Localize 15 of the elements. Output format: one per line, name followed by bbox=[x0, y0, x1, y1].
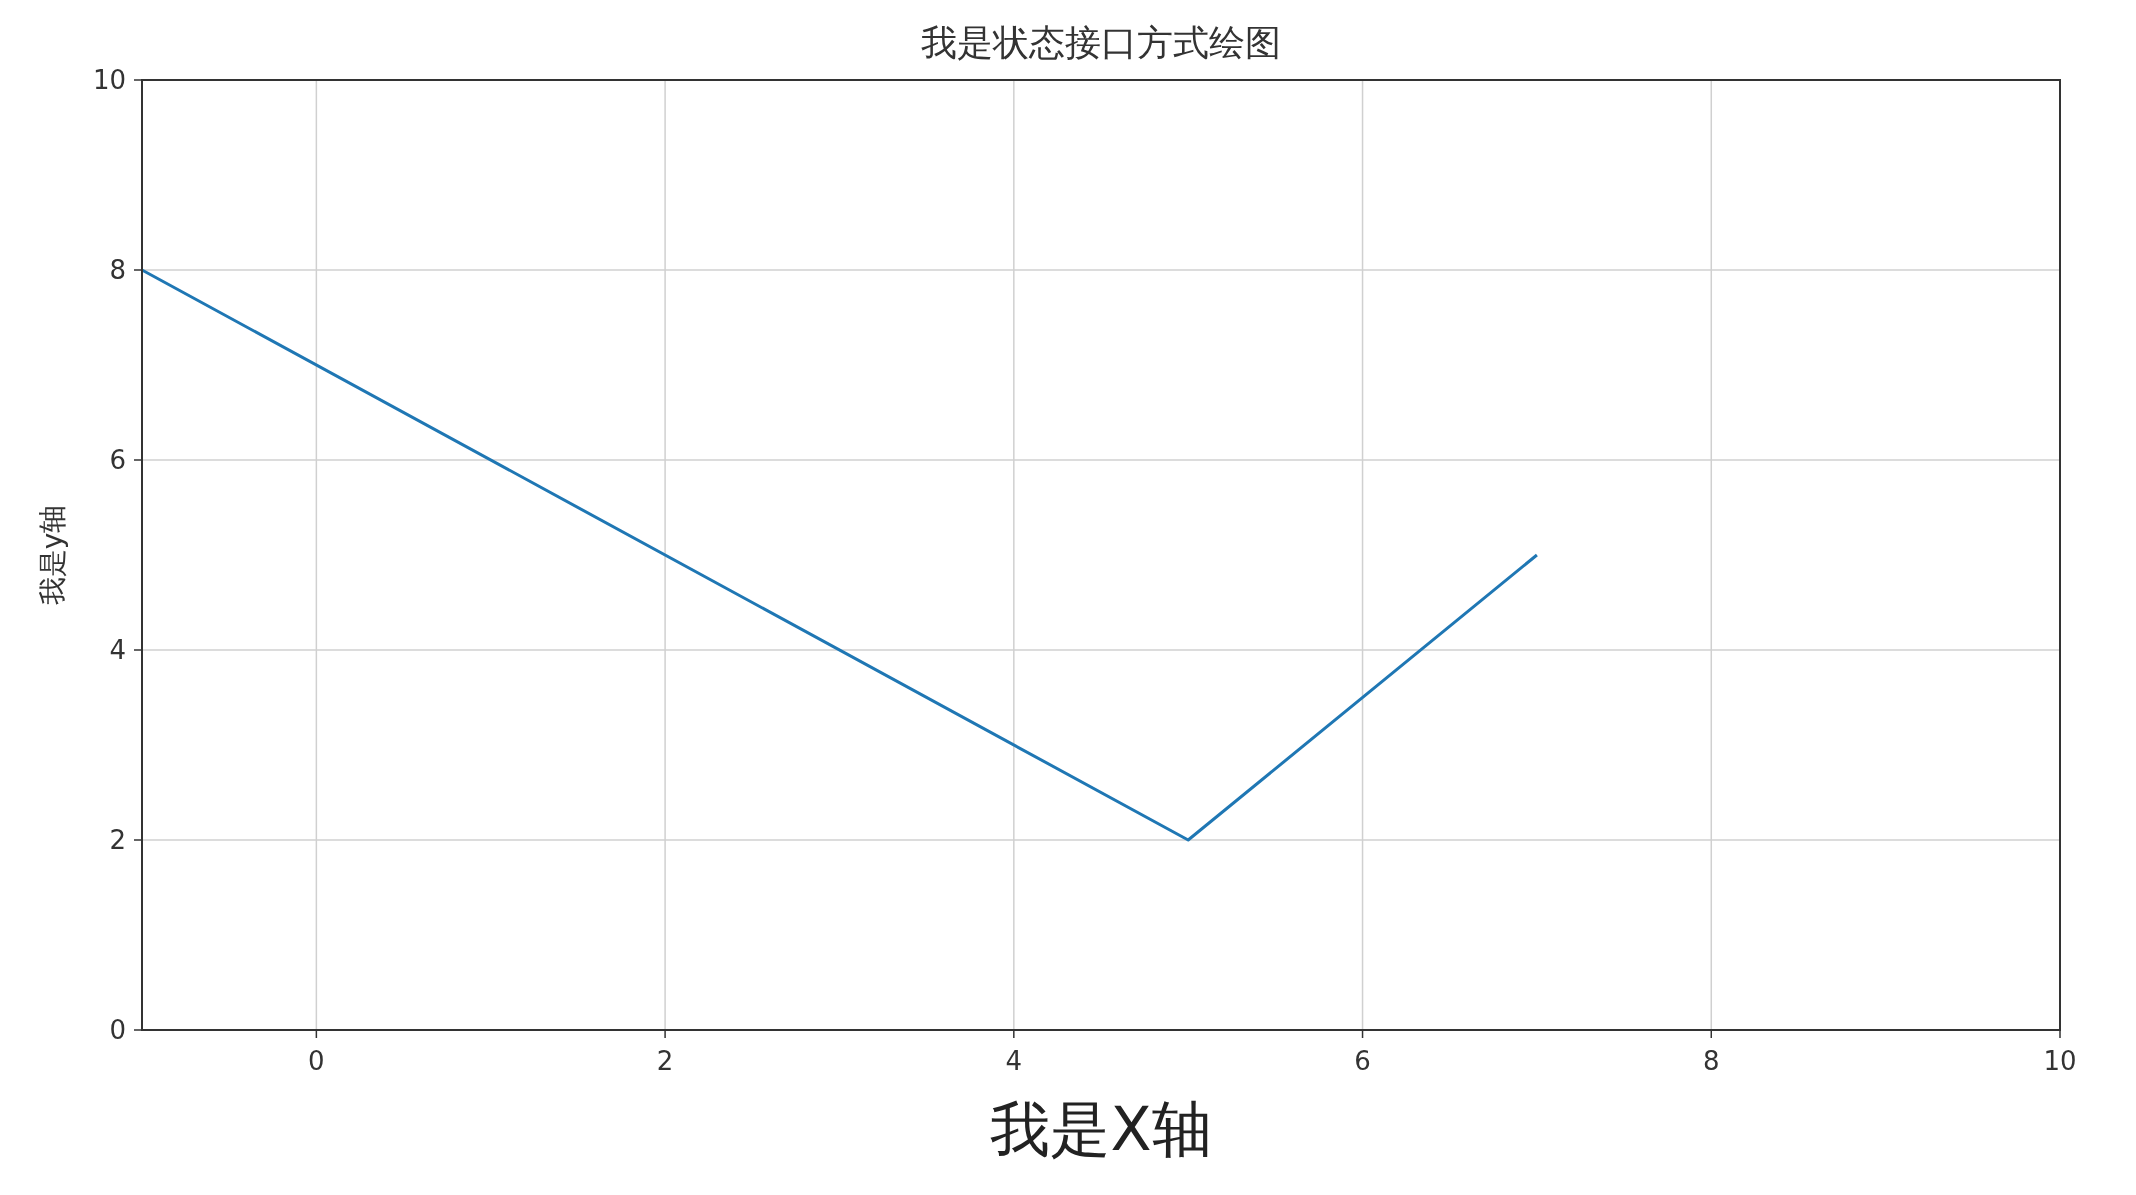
y-tick-label: 6 bbox=[109, 445, 126, 475]
x-tick-label: 8 bbox=[1703, 1046, 1720, 1076]
x-tick-label: 0 bbox=[308, 1046, 325, 1076]
x-tick-label: 4 bbox=[1005, 1046, 1023, 1076]
y-tick-label: 2 bbox=[109, 825, 126, 855]
x-axis-title: 我是X轴 bbox=[990, 1094, 1212, 1164]
x-tick-label: 6 bbox=[1354, 1046, 1371, 1076]
y-tick-label: 4 bbox=[109, 635, 126, 665]
y-tick-label: 0 bbox=[109, 1015, 126, 1045]
y-tick-label: 8 bbox=[109, 255, 126, 285]
x-tick-label: 2 bbox=[656, 1046, 674, 1076]
x-tick-label: 10 bbox=[2043, 1046, 2077, 1076]
y-tick-label: 10 bbox=[92, 65, 126, 95]
y-axis-title: 我是y轴 bbox=[36, 504, 69, 606]
chart-title: 我是状态接口方式绘图 bbox=[921, 22, 1281, 63]
